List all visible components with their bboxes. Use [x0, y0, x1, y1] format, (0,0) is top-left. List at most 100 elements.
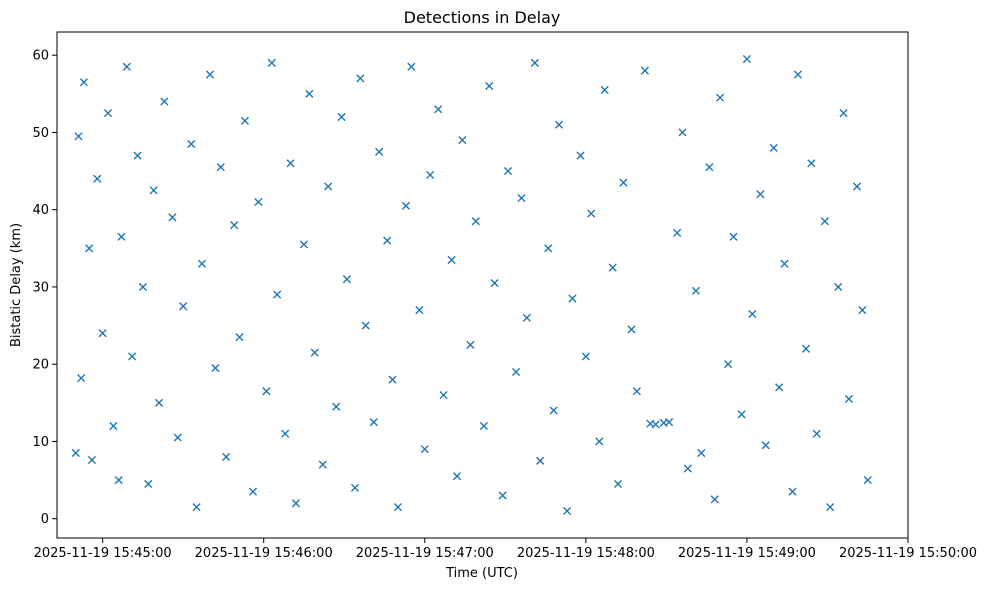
detection-point	[651, 420, 660, 429]
detection-point	[471, 217, 480, 226]
detection-point	[222, 452, 231, 461]
detection-point	[479, 421, 488, 431]
detection-point	[305, 89, 314, 98]
detection-point	[144, 479, 153, 489]
detection-point	[769, 143, 778, 152]
detection-point	[375, 147, 384, 156]
detection-point	[179, 302, 188, 311]
detection-point	[324, 182, 333, 191]
detection-point	[517, 193, 526, 203]
detection-point	[691, 286, 701, 295]
detection-point	[434, 105, 443, 114]
detection-point	[447, 255, 456, 264]
detection-point	[426, 170, 435, 180]
detection-point	[248, 487, 258, 496]
y-tick-label: 10	[32, 435, 49, 450]
y-tick-label: 50	[32, 126, 49, 141]
detection-point	[133, 151, 142, 160]
detection-point	[839, 109, 848, 118]
detection-point	[632, 387, 641, 396]
detection-point	[788, 487, 797, 496]
detection-point	[724, 360, 733, 369]
detection-point	[793, 70, 803, 79]
detection-point	[87, 455, 96, 465]
detection-point	[235, 333, 244, 342]
detection-point	[356, 74, 365, 83]
detection-point	[262, 387, 271, 396]
detection-point	[388, 375, 397, 384]
y-tick-label: 30	[32, 280, 49, 295]
detection-point	[439, 390, 448, 400]
detection-point	[748, 309, 757, 319]
detection-point	[299, 240, 309, 249]
detection-point	[595, 437, 604, 446]
detection-point	[310, 348, 319, 357]
detection-point	[664, 418, 674, 427]
y-axis-title: Bistatic Delay (km)	[9, 223, 24, 347]
detection-point	[511, 367, 521, 377]
detection-point	[211, 363, 220, 373]
detection-point	[369, 418, 378, 427]
x-tick-label: 2025-11-19 15:48:00	[517, 546, 655, 561]
x-axis: 2025-11-19 15:45:00 2025-11-19 15:46:00 20…	[34, 538, 977, 561]
x-tick-label: 2025-11-19 15:46:00	[195, 546, 333, 561]
detection-point	[205, 70, 215, 79]
detection-point	[267, 58, 276, 67]
detection-point	[77, 373, 86, 383]
detection-point	[710, 495, 719, 504]
detection-point	[197, 259, 207, 268]
detection-point	[109, 421, 118, 431]
detection-point	[154, 398, 164, 407]
y-tick-label: 60	[32, 49, 49, 64]
x-tick-label: 2025-11-19 15:50:00	[839, 546, 977, 561]
detection-point	[273, 290, 282, 299]
detection-point	[254, 197, 263, 207]
detection-point	[544, 244, 553, 253]
detection-point	[852, 182, 862, 191]
detection-point	[549, 406, 558, 415]
detection-point	[826, 503, 835, 512]
detection-point	[93, 174, 102, 183]
detection-point	[485, 81, 494, 91]
detection-point	[168, 213, 177, 222]
detection-point	[138, 282, 147, 292]
detection-point	[401, 201, 411, 210]
detection-point	[608, 263, 617, 272]
detection-point	[160, 97, 169, 106]
detection-point	[117, 232, 126, 241]
detection-point	[834, 282, 843, 292]
detection-point	[820, 217, 829, 226]
detection-point	[286, 159, 295, 168]
detection-point	[678, 128, 687, 137]
detection-point	[337, 112, 346, 122]
y-axis: 0 10 20 30 40 50 60	[32, 49, 57, 527]
detection-point	[383, 236, 392, 245]
y-tick-label: 0	[41, 512, 49, 527]
x-tick-label: 2025-11-19 15:49:00	[678, 546, 816, 561]
detection-point	[844, 394, 854, 404]
detection-point	[568, 294, 577, 303]
detection-point	[673, 228, 682, 237]
detection-point	[715, 93, 725, 102]
detection-point	[393, 503, 403, 512]
detection-point	[742, 54, 752, 64]
detection-point	[576, 151, 585, 160]
detection-point	[128, 352, 137, 361]
detection-point	[801, 344, 811, 353]
detection-point	[342, 275, 352, 284]
detection-point	[619, 178, 628, 187]
detection-point	[705, 163, 714, 172]
detection-point	[407, 62, 416, 71]
y-tick-label: 40	[32, 203, 49, 218]
detection-point	[318, 460, 327, 469]
detection-point	[415, 306, 424, 315]
detection-point	[536, 456, 545, 465]
detection-point	[858, 306, 867, 315]
y-tick-label: 20	[32, 358, 49, 373]
detection-point	[420, 445, 429, 454]
detection-point	[522, 313, 531, 322]
detection-point	[361, 321, 370, 330]
detection-point	[192, 503, 201, 512]
